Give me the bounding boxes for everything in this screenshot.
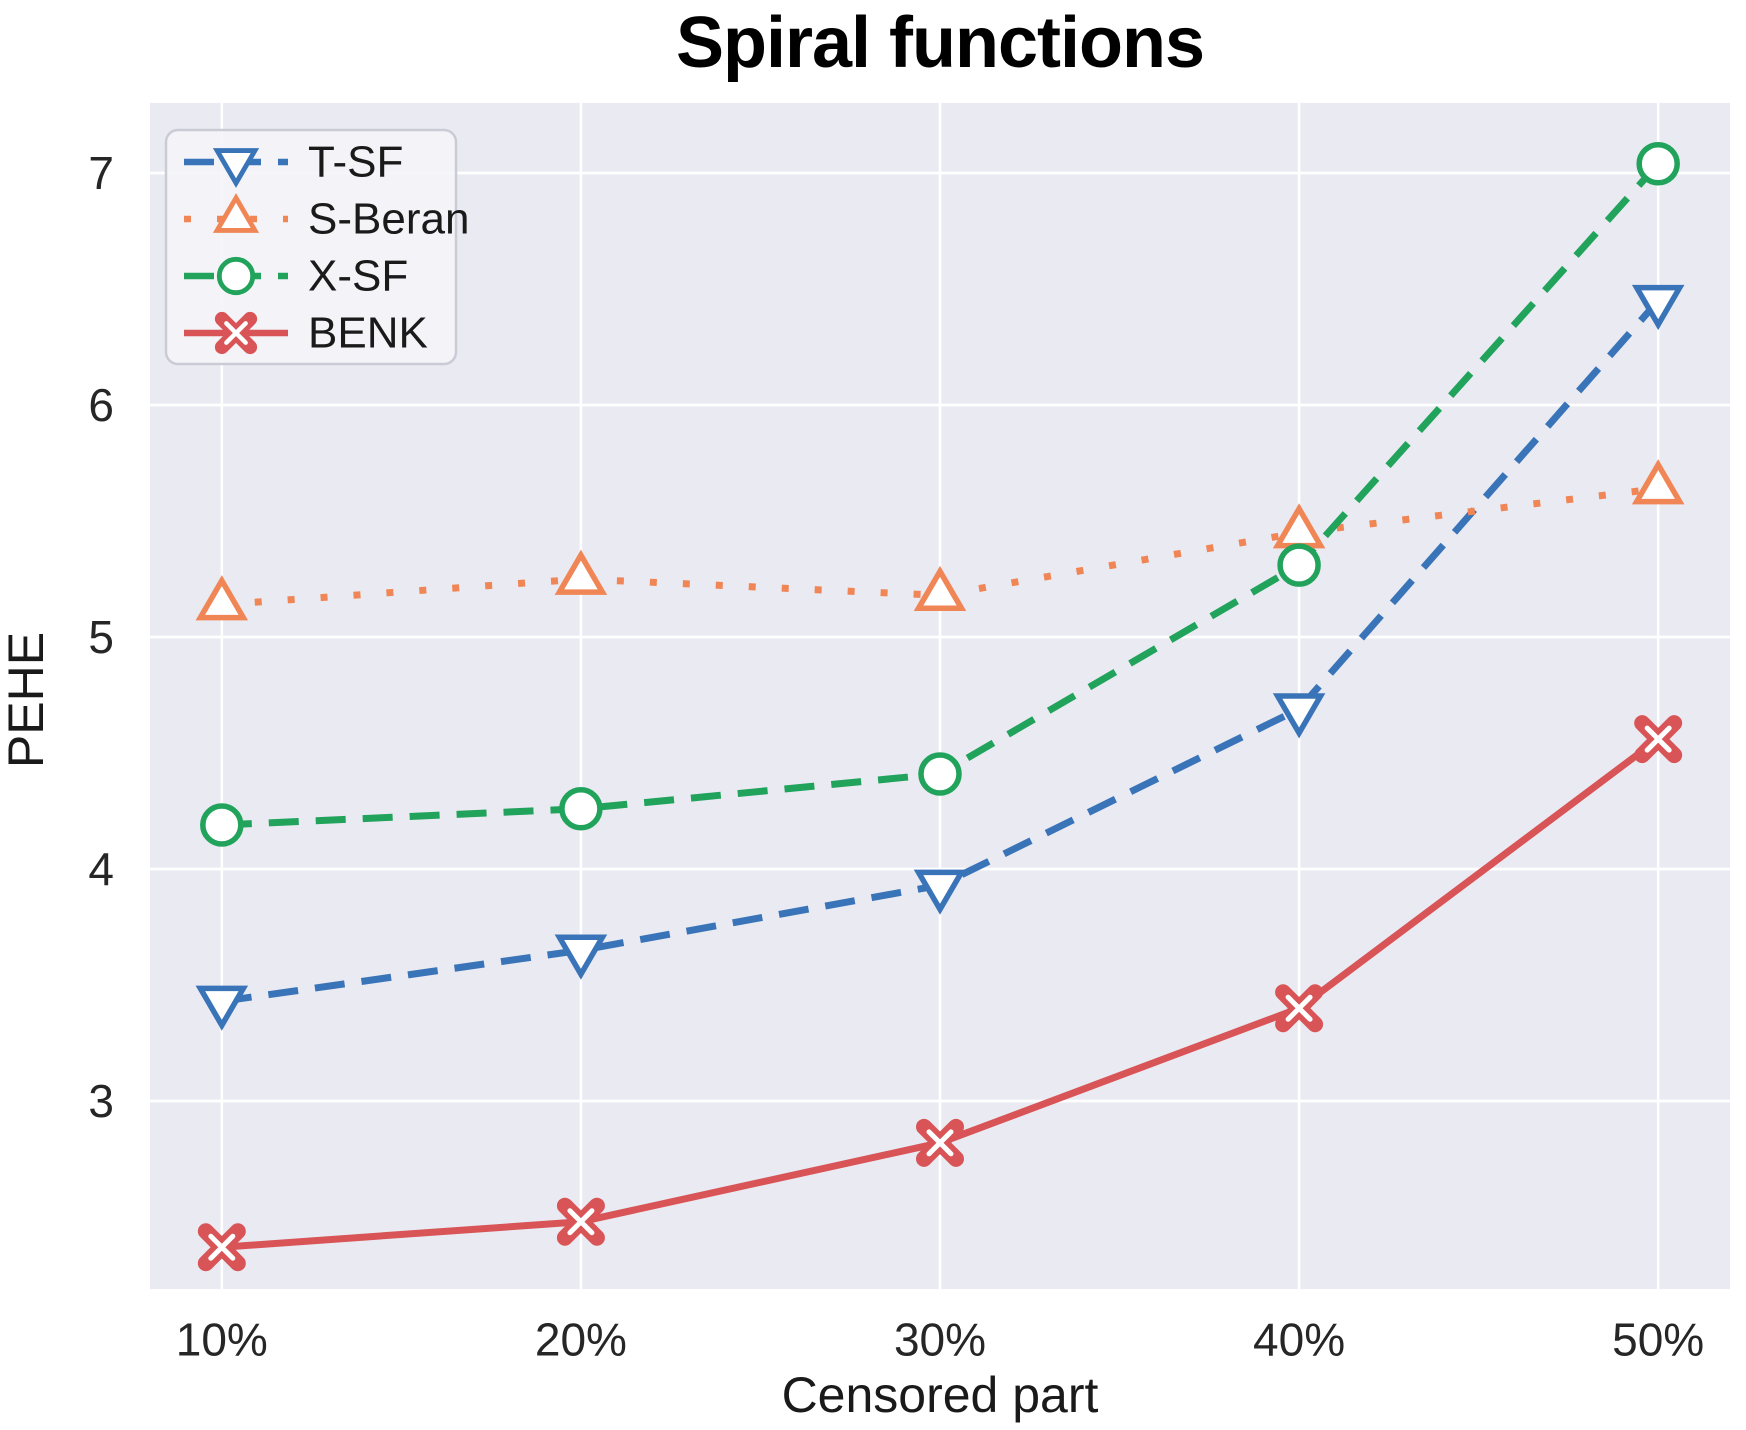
triangle-up-marker-shape: [212, 193, 260, 233]
legend-label: T-SF: [308, 138, 403, 187]
circle-marker-shape: [1277, 543, 1321, 587]
triangle-down-marker-shape: [212, 148, 260, 188]
series-marker-circle: [559, 787, 603, 831]
series-marker-triangle-up: [554, 549, 608, 595]
y-axis-label: PEHE: [0, 631, 54, 769]
x-tick-label: 20%: [535, 1314, 627, 1366]
y-tick-label: 7: [88, 147, 114, 199]
y-tick-label: 5: [88, 611, 114, 663]
circle-marker-shape: [1636, 142, 1680, 186]
x-tick-label: 30%: [894, 1314, 986, 1366]
series-marker-x-filled: [556, 1197, 605, 1246]
x-filled-marker-shape: [208, 1233, 236, 1261]
y-tick-label: 3: [88, 1075, 114, 1127]
circle-marker-shape: [200, 803, 244, 847]
series-marker-circle: [1277, 543, 1321, 587]
y-tick-label: 4: [88, 843, 114, 895]
legend-label: S-Beran: [308, 195, 469, 244]
series-marker-x-filled: [214, 311, 258, 355]
legend-label: X-SF: [308, 252, 408, 301]
triangle-down-marker-shape: [1631, 284, 1685, 331]
triangle-down-marker-shape: [195, 985, 249, 1031]
x-filled-marker-shape: [567, 1208, 595, 1236]
series-marker-triangle-up: [195, 575, 249, 621]
triangle-down-marker-shape: [913, 869, 967, 915]
series-marker-triangle-down: [195, 985, 249, 1031]
series-marker-triangle-up: [212, 193, 260, 233]
x-filled-marker-shape: [1285, 994, 1313, 1022]
x-tick-label: 10%: [176, 1314, 268, 1366]
series-marker-triangle-up: [1631, 459, 1685, 505]
series-marker-x-filled: [1275, 984, 1324, 1033]
series-marker-triangle-up: [913, 565, 967, 612]
triangle-down-marker-shape: [554, 934, 608, 980]
legend-box: [164, 128, 458, 366]
series-marker-circle: [918, 752, 962, 796]
legend-label: BENK: [308, 309, 428, 358]
series-marker-x-filled: [197, 1223, 246, 1272]
x-filled-marker-shape: [1644, 725, 1672, 753]
circle-marker-shape: [918, 752, 962, 796]
y-tick-label: 6: [88, 379, 114, 431]
series-marker-triangle-down: [1272, 693, 1326, 739]
triangle-up-marker-shape: [554, 549, 608, 595]
x-filled-marker-shape: [926, 1129, 954, 1157]
x-tick-label: 50%: [1612, 1314, 1704, 1366]
series-marker-triangle-down: [554, 934, 608, 980]
triangle-down-marker-shape: [1272, 693, 1326, 739]
series-marker-x-filled: [1634, 715, 1683, 764]
chart-title: Spiral functions: [675, 3, 1205, 83]
triangle-up-marker-shape: [195, 575, 249, 621]
series-marker-circle: [200, 803, 244, 847]
series-marker-triangle-down: [212, 148, 260, 188]
x-axis-label: Censored part: [781, 1367, 1099, 1423]
series-marker-circle: [1636, 142, 1680, 186]
series-marker-circle: [216, 256, 256, 296]
series-marker-triangle-down: [1631, 284, 1685, 331]
x-filled-marker-shape: [224, 321, 248, 345]
series-marker-x-filled: [916, 1118, 964, 1167]
x-tick-label: 40%: [1253, 1314, 1345, 1366]
triangle-up-marker-shape: [1631, 459, 1685, 505]
series-marker-triangle-down: [913, 869, 967, 915]
circle-marker-shape: [216, 256, 256, 296]
circle-marker-shape: [559, 787, 603, 831]
triangle-up-marker-shape: [913, 565, 967, 612]
